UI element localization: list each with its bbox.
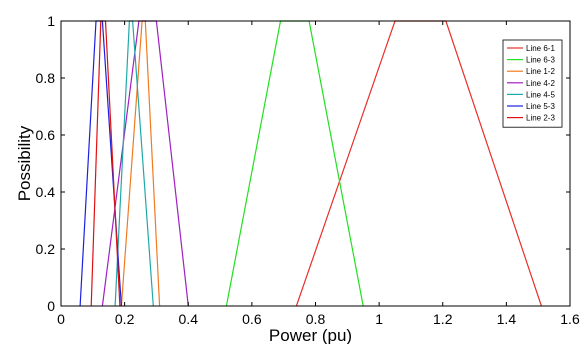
y-tick-label: 0.2 — [36, 241, 56, 257]
series-lines — [79, 20, 542, 307]
y-tick-label: 0 — [47, 298, 55, 314]
x-tick-label: 1.2 — [433, 311, 453, 327]
legend-box — [502, 39, 563, 128]
axis-ticks: 0 0.2 0.4 0.6 0.8 1 1.2 1.4 1.6 0 0.2 0.4 0.6 0.8 1 — [36, 13, 580, 327]
x-tick-label: 1.4 — [497, 311, 517, 327]
legend-entry: Line 6-3 — [526, 56, 555, 65]
y-tick-label: 0.4 — [36, 184, 56, 200]
legend-entry: Line 6-1 — [526, 44, 555, 53]
legend: Line 6-1 Line 6-3 Line 1-2 Line 4-2 Line 4-5… — [502, 39, 563, 128]
x-tick-label: 0.6 — [242, 311, 262, 327]
legend-entry: Line 1-2 — [526, 67, 555, 76]
y-tick-label: 0.6 — [36, 127, 56, 143]
legend-entry: Line 4-5 — [526, 90, 555, 99]
series-line-6 — [79, 20, 122, 307]
x-axis-title: Power (pu) — [269, 326, 352, 344]
y-axis-title: Possibility — [15, 125, 34, 201]
x-tick-label: 0.2 — [115, 311, 135, 327]
legend-entry: Line 2-3 — [526, 114, 555, 123]
legend-entry: Line 5-3 — [526, 102, 555, 111]
x-tick-label: 0.4 — [179, 311, 199, 327]
x-tick-label: 0 — [57, 311, 65, 327]
x-tick-label: 1 — [375, 311, 383, 327]
series-line-4 — [101, 20, 189, 307]
series-line-2 — [225, 20, 364, 307]
y-tick-label: 1 — [47, 13, 55, 29]
x-tick-label: 1.6 — [560, 311, 580, 327]
x-tick-label: 0.8 — [306, 311, 326, 327]
legend-entry: Line 4-2 — [526, 79, 555, 88]
y-tick-label: 0.8 — [36, 70, 56, 86]
